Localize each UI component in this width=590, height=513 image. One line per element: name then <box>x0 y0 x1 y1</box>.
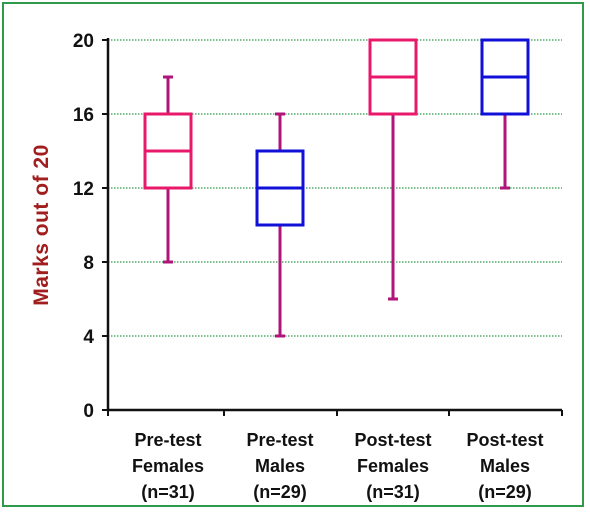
whiskers <box>163 38 510 338</box>
y-axis-label: Marks out of 20 <box>30 144 53 306</box>
y-tick-label-20: 20 <box>73 31 94 52</box>
category-label-3-line-3: (n=31) <box>366 482 420 502</box>
y-tick-label-16: 16 <box>73 105 94 126</box>
category-label-3-line-2: Females <box>357 456 429 476</box>
axes <box>102 38 563 416</box>
category-label-3-line-1: Post-test <box>354 430 431 450</box>
category-label-4-line-2: Males <box>480 456 530 476</box>
boxes <box>143 38 530 227</box>
y-tick-label-12: 12 <box>73 179 94 200</box>
category-label-2-line-2: Males <box>255 456 305 476</box>
y-tick-label-8: 8 <box>83 253 94 274</box>
category-label-1-line-2: Females <box>132 456 204 476</box>
category-label-2-line-3: (n=29) <box>253 482 307 502</box>
y-tick-label-0: 0 <box>83 401 94 422</box>
category-label-2-line-1: Pre-test <box>246 430 313 450</box>
category-labels: Pre-test Females (n=31) Pre-test Males (n=29)… <box>132 430 544 502</box>
category-label-1-line-1: Pre-test <box>134 430 201 450</box>
y-tick-labels: 0 4 8 12 16 20 <box>73 31 95 422</box>
category-label-1-line-3: (n=31) <box>141 482 195 502</box>
category-label-4-line-3: (n=29) <box>478 482 532 502</box>
y-tick-label-4: 4 <box>83 327 94 348</box>
category-label-4-line-1: Post-test <box>466 430 543 450</box>
